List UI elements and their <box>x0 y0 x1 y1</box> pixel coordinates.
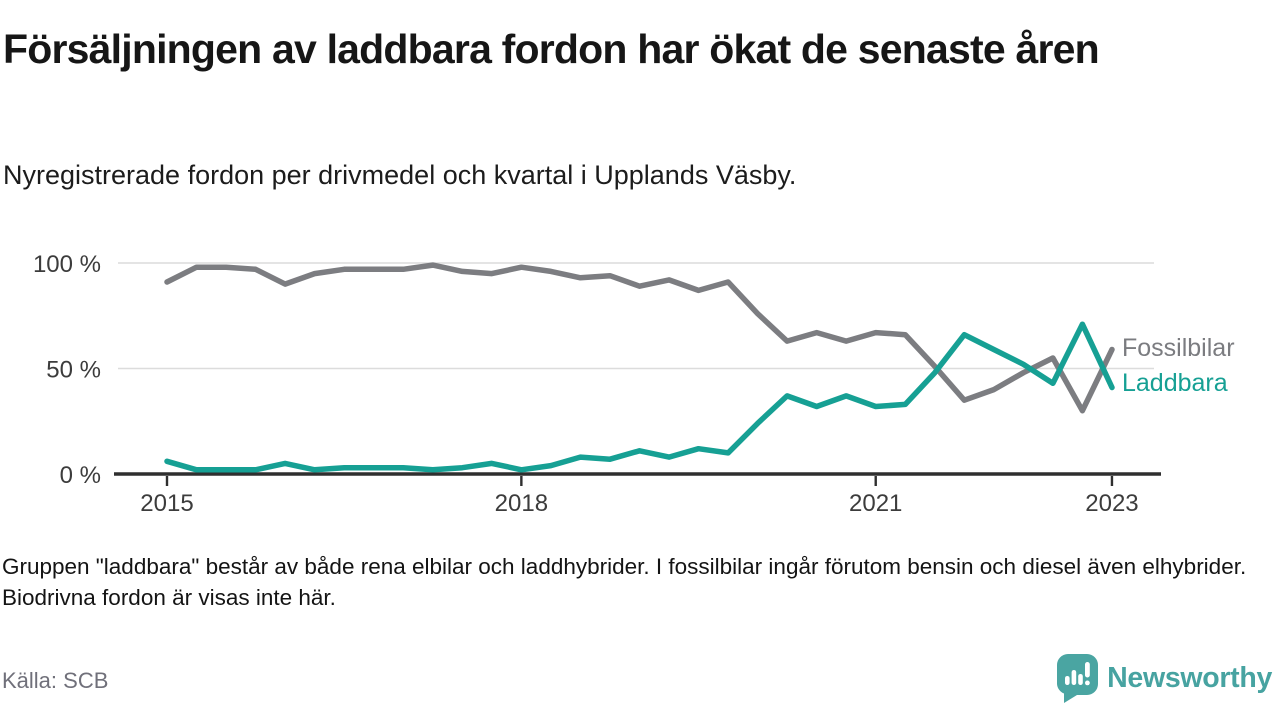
chart-canvas: 100 % 50 % 0 % 2015 2018 2021 2023 <box>33 251 1161 517</box>
x-axis-label-2023: 2023 <box>1085 490 1138 517</box>
page-title: Försäljningen av laddbara fordon har öka… <box>3 26 1100 72</box>
y-axis-label-0: 0 % <box>60 462 101 489</box>
line-chart: 100 % 50 % 0 % 2015 2018 2021 2023 Fossilbilar… <box>0 230 1280 530</box>
page-subtitle: Nyregistrerade fordon per drivmedel och … <box>3 160 797 190</box>
brand-name: Newsworthy <box>1107 662 1272 694</box>
x-axis-label-2015: 2015 <box>140 490 193 517</box>
speech-bubble-bar-chart-exclamation-icon <box>1057 654 1099 703</box>
y-axis-label-100: 100 % <box>33 251 101 278</box>
source-label: Källa: SCB <box>2 668 109 693</box>
y-axis-label-50: 50 % <box>46 357 101 384</box>
x-axis-label-2018: 2018 <box>495 490 548 517</box>
chart-footnote: Gruppen "laddbara" består av både rena e… <box>2 554 1247 610</box>
series-line-fossilbilar <box>164 262 1115 414</box>
x-axis-label-2021: 2021 <box>849 490 902 517</box>
legend-laddbara: Laddbara <box>1122 369 1228 397</box>
series-line-laddbara <box>164 321 1115 473</box>
newsworthy-logo: Newsworthy <box>1057 652 1272 704</box>
legend-fossilbilar: Fossilbilar <box>1122 334 1235 362</box>
